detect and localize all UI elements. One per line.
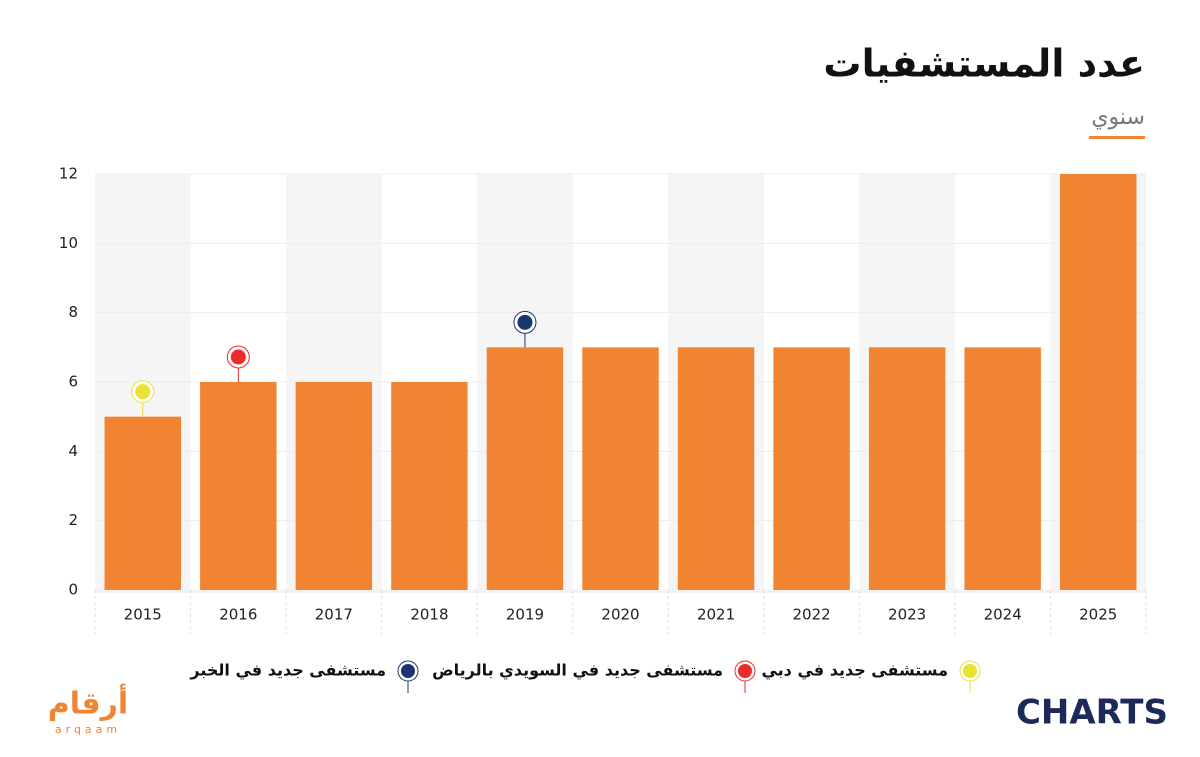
- x-tick-label: 2016: [219, 606, 257, 624]
- x-tick-label: 2023: [888, 606, 926, 624]
- bar: [677, 347, 755, 590]
- x-tick-label: 2025: [1079, 606, 1117, 624]
- x-tick-label: 2017: [315, 606, 353, 624]
- x-tick-label: 2019: [506, 606, 544, 624]
- logo-left: أرقام: [48, 684, 128, 722]
- y-tick-label: 6: [68, 373, 78, 391]
- legend-label: مستشفى جديد في دبي: [761, 661, 948, 681]
- x-tick-label: 2015: [124, 606, 162, 624]
- x-tick-label: 2018: [410, 606, 448, 624]
- y-tick-label: 8: [68, 303, 78, 321]
- annotation-dot: [230, 349, 246, 365]
- bar: [391, 382, 468, 590]
- legend-label: مستشفى جديد في السويدي بالرياض: [432, 661, 723, 681]
- legend-label: مستشفى جديد في الخبر: [189, 661, 386, 681]
- bar: [104, 416, 181, 590]
- chart-title: عدد المستشفيات: [823, 42, 1145, 86]
- subtitle-underline: [1089, 136, 1145, 139]
- y-tick-label: 4: [68, 442, 78, 460]
- x-tick-label: 2020: [601, 606, 639, 624]
- x-tick-label: 2022: [792, 606, 830, 624]
- bar: [868, 347, 946, 590]
- bar: [964, 347, 1041, 590]
- logo-right: CHARTS: [1016, 693, 1168, 733]
- bar: [295, 382, 373, 590]
- annotation-dot: [517, 314, 533, 330]
- legend-dot: [738, 664, 752, 678]
- bar: [582, 347, 659, 590]
- logo-left-sub: arqaam: [55, 723, 121, 736]
- bar: [200, 382, 277, 590]
- y-tick-label: 2: [68, 511, 78, 529]
- bar: [773, 347, 850, 590]
- legend-dot: [963, 664, 977, 678]
- y-tick-label: 10: [59, 234, 78, 252]
- y-tick-label: 0: [68, 581, 78, 599]
- annotation-dot: [135, 384, 151, 400]
- legend-dot: [401, 664, 415, 678]
- x-tick-label: 2024: [984, 606, 1022, 624]
- x-tick-label: 2021: [697, 606, 735, 624]
- bar: [1060, 174, 1137, 590]
- chart-subtitle: سنوي: [1091, 105, 1145, 130]
- y-tick-label: 12: [59, 165, 78, 183]
- bar: [486, 347, 564, 590]
